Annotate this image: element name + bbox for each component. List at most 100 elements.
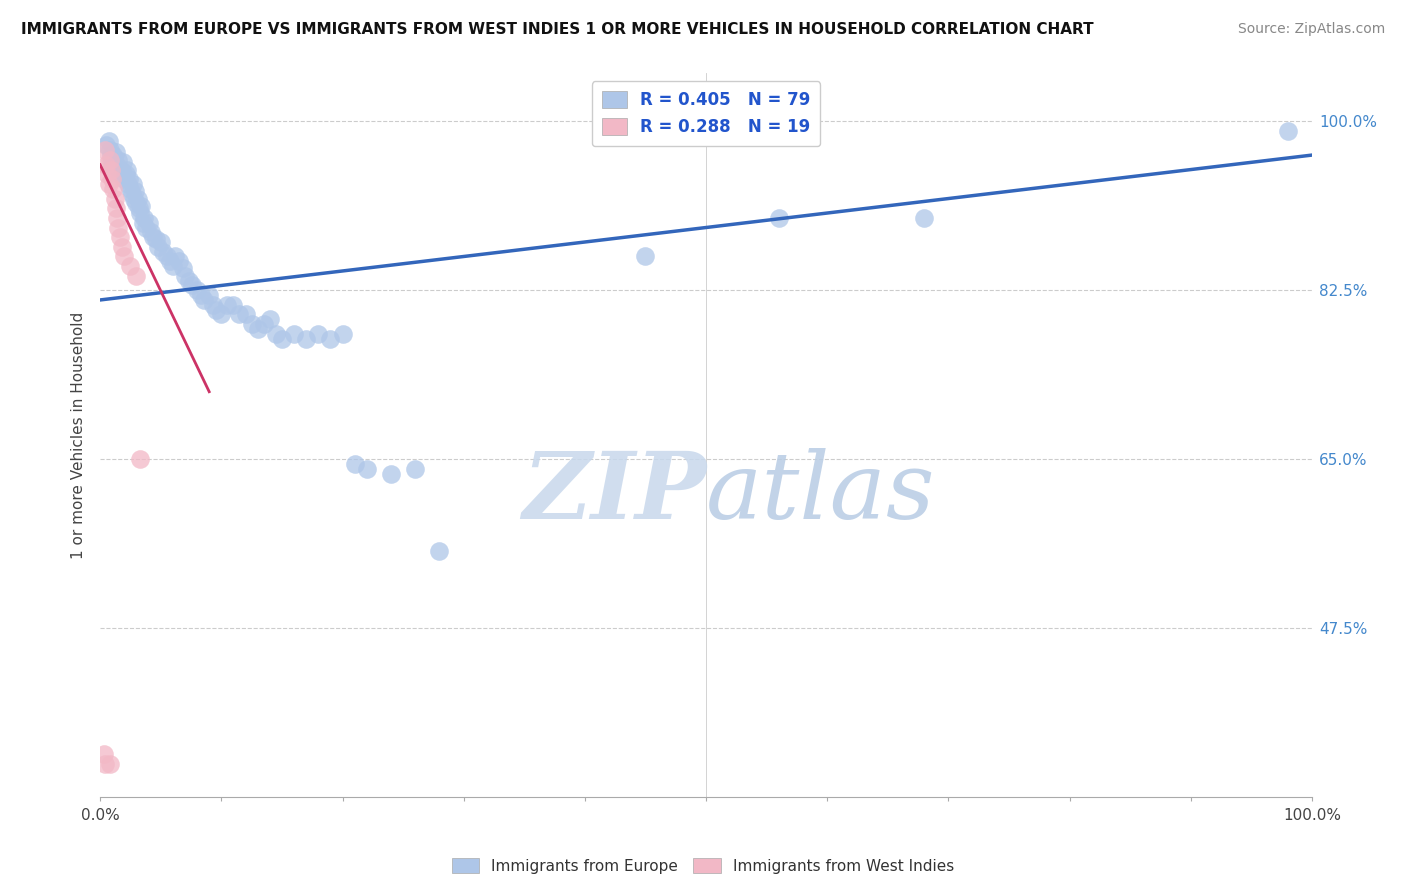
Point (118, 172, 141, 186)
Point (152, 244, 174, 259)
Point (112, 250, 135, 264)
Point (98, 756, 121, 771)
Text: IMMIGRANTS FROM EUROPE VS IMMIGRANTS FROM WEST INDIES 1 OR MORE VEHICLES IN HOUS: IMMIGRANTS FROM EUROPE VS IMMIGRANTS FRO… (21, 22, 1094, 37)
Point (98, 153, 121, 167)
Point (103, 182, 125, 196)
Point (404, 462, 426, 476)
Point (205, 302, 228, 317)
Point (104, 154, 127, 169)
Point (271, 332, 294, 346)
Point (111, 240, 134, 254)
Point (107, 220, 129, 235)
Point (253, 317, 276, 331)
Point (114, 168, 136, 182)
Point (104, 201, 127, 215)
Point (122, 192, 145, 206)
Point (159, 254, 181, 268)
Point (98, 143, 121, 157)
Point (186, 283, 208, 297)
Point (356, 462, 378, 476)
Point (120, 182, 142, 196)
Point (100, 148, 122, 162)
Legend: Immigrants from Europe, Immigrants from West Indies: Immigrants from Europe, Immigrants from … (446, 852, 960, 880)
Point (768, 211, 790, 225)
Point (193, 293, 215, 307)
Point (108, 162, 131, 177)
Point (240, 317, 263, 331)
Point (149, 235, 172, 249)
Point (246, 322, 269, 336)
Point (162, 259, 184, 273)
Point (131, 199, 153, 213)
Y-axis label: 1 or more Vehicles in Household: 1 or more Vehicles in Household (72, 311, 86, 558)
Point (112, 154, 135, 169)
Point (108, 168, 131, 182)
Point (135, 220, 157, 235)
Point (217, 298, 239, 312)
Point (127, 192, 149, 206)
Point (319, 332, 342, 346)
Point (100, 162, 122, 177)
Point (259, 312, 281, 326)
Point (148, 240, 170, 254)
Point (295, 332, 318, 346)
Point (634, 250, 657, 264)
Point (190, 288, 212, 302)
Point (94, 756, 117, 771)
Point (174, 268, 197, 283)
Point (117, 177, 139, 191)
Point (172, 261, 194, 276)
Point (101, 153, 124, 167)
Point (93, 747, 115, 761)
Point (132, 211, 155, 225)
Point (198, 288, 221, 302)
Point (283, 326, 305, 341)
Point (167, 254, 190, 268)
Point (94, 143, 117, 157)
Point (332, 326, 354, 341)
Point (104, 192, 127, 206)
Point (96, 168, 118, 182)
Point (121, 177, 143, 191)
Point (209, 308, 232, 322)
Point (380, 467, 402, 481)
Point (429, 544, 451, 558)
Point (307, 326, 329, 341)
Point (105, 211, 128, 225)
Point (108, 230, 131, 244)
Point (142, 230, 165, 244)
Point (115, 162, 138, 177)
Point (177, 274, 200, 288)
Point (264, 326, 287, 341)
Text: ZIP: ZIP (522, 448, 706, 538)
Point (138, 216, 160, 230)
Point (222, 298, 245, 312)
Point (97, 177, 120, 191)
Point (128, 201, 150, 215)
Point (107, 153, 129, 167)
Point (343, 457, 366, 471)
Text: atlas: atlas (706, 448, 935, 538)
Point (96, 138, 118, 153)
Point (129, 206, 152, 220)
Legend: R = 0.405   N = 79, R = 0.288   N = 19: R = 0.405 N = 79, R = 0.288 N = 19 (592, 81, 821, 146)
Point (104, 145, 127, 160)
Point (121, 186, 143, 201)
Point (125, 268, 148, 283)
Point (129, 452, 152, 467)
Point (97, 134, 120, 148)
Text: Source: ZipAtlas.com: Source: ZipAtlas.com (1237, 22, 1385, 37)
Point (156, 250, 179, 264)
Point (120, 259, 142, 273)
Point (131, 216, 153, 230)
Point (1277, 124, 1299, 138)
Point (112, 172, 135, 186)
Point (103, 148, 125, 162)
Point (228, 308, 250, 322)
Point (124, 184, 146, 198)
Point (235, 308, 257, 322)
Point (96, 158, 118, 172)
Point (125, 196, 148, 211)
Point (181, 278, 204, 293)
Point (912, 211, 935, 225)
